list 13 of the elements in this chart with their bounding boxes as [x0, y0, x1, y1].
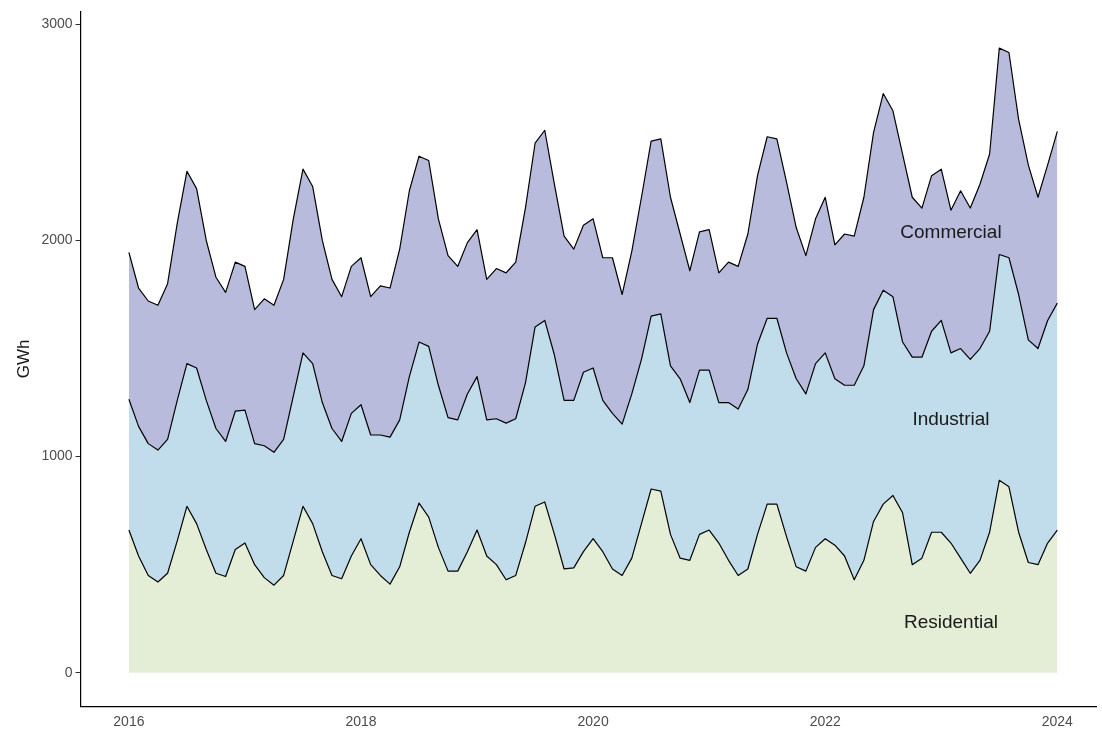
y-tick-label: 0	[64, 663, 73, 680]
x-tick-label: 2024	[1041, 713, 1074, 730]
y-tick-label: 1000	[41, 447, 73, 464]
y-tick-label: 3000	[41, 15, 73, 32]
series-label: Residential	[903, 611, 998, 633]
y-axis-title: GWh	[13, 339, 33, 379]
y-tick-label: 2000	[41, 231, 73, 248]
series-label: Commercial	[900, 220, 1002, 242]
x-tick-label: 2018	[345, 713, 377, 730]
x-tick-label: 2016	[113, 713, 145, 730]
series-label: Industrial	[912, 408, 990, 430]
x-tick-label: 2022	[809, 713, 841, 730]
x-tick-label: 2020	[577, 713, 609, 730]
